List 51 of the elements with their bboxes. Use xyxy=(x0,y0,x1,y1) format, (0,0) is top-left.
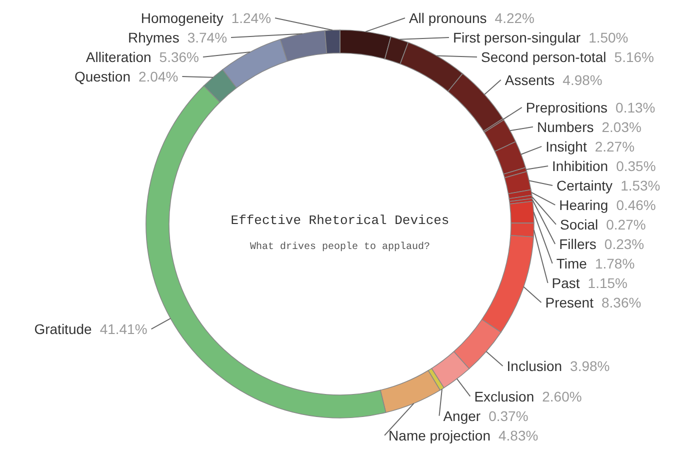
text: What drives people to applaud? xyxy=(250,241,430,253)
slice-label: Homogeneity xyxy=(140,10,224,26)
slice-label: Rhymes xyxy=(128,29,180,46)
slice-label: Gratitude xyxy=(34,321,92,338)
data-label: 0.27% xyxy=(606,216,646,232)
slice-label: Past xyxy=(552,274,580,291)
slice-label: Second person-total xyxy=(480,48,606,65)
slice-label: Certainty xyxy=(556,177,613,194)
data-label: 1.78% xyxy=(594,255,635,272)
slice-label: Inhibition xyxy=(552,158,608,174)
slice-label: First person-singular xyxy=(452,29,581,46)
slice-label: Anger xyxy=(443,408,481,424)
data-label: 4.98% xyxy=(562,72,602,88)
data-label: 1.53% xyxy=(620,177,660,194)
donut-slice xyxy=(504,171,532,194)
data-label: 0.13% xyxy=(616,99,656,116)
slice-label: Social xyxy=(560,216,598,232)
data-label: 5.16% xyxy=(614,48,654,65)
slice-label: Time xyxy=(556,255,588,272)
data-label: 1.15% xyxy=(588,274,628,291)
data-label: 0.23% xyxy=(604,236,644,252)
data-label: 5.36% xyxy=(159,48,200,65)
data-label: 2.03% xyxy=(602,118,642,135)
slice-label: Question xyxy=(74,68,130,84)
slice-label: Insight xyxy=(546,138,587,154)
data-label: 0.46% xyxy=(616,196,656,213)
slice-label: Assents xyxy=(504,72,555,88)
data-label: 1.24% xyxy=(231,10,272,26)
slice-label: Inclusion xyxy=(506,358,562,374)
data-label: 4.22% xyxy=(494,10,534,26)
data-label: 2.04% xyxy=(138,68,178,84)
data-label: 41.41% xyxy=(100,321,148,338)
data-label: 4.83% xyxy=(498,427,538,444)
data-label: 1.50% xyxy=(588,29,628,46)
slice-label: Name projection xyxy=(388,427,490,444)
slice-label: Exclusion xyxy=(474,388,534,404)
data-label: 3.74% xyxy=(187,29,228,46)
data-label: 3.98% xyxy=(570,358,610,374)
data-label: 0.35% xyxy=(616,158,656,174)
slice-label: Alliteration xyxy=(86,48,152,65)
slice-label: All pronouns xyxy=(408,10,487,26)
slice-label: Present xyxy=(545,294,594,310)
data-label: 8.36% xyxy=(601,294,642,310)
slice-label: Hearing xyxy=(559,196,608,213)
slice-label: Fillers xyxy=(559,236,596,252)
text: Effective Rhetorical Devices xyxy=(230,213,450,228)
data-label: 0.37% xyxy=(488,408,528,424)
slice-label: Preprositions xyxy=(526,99,608,116)
data-label: 2.60% xyxy=(542,388,582,404)
slice-label: Numbers xyxy=(536,118,594,135)
data-label: 2.27% xyxy=(594,138,635,154)
